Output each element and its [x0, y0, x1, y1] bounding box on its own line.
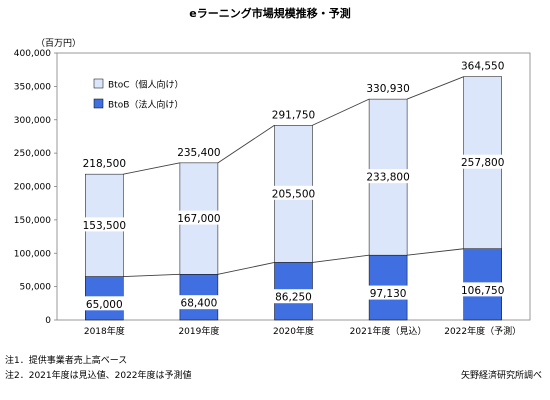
- series-line-btob: [217, 261, 275, 275]
- value-label-btob: 106,750: [461, 285, 504, 297]
- source-credit: 矢野経済研究所調べ: [461, 369, 542, 381]
- y-axis-unit-label: （百万円）: [36, 38, 81, 49]
- legend: BtoC（個人向け） BtoB（法人向け）: [93, 78, 184, 111]
- value-label-btoc: 257,800: [461, 157, 504, 169]
- y-tick-label: 250,000: [14, 149, 51, 159]
- value-labels: 65,000 153,500 218,500 68,400 167,000 235,400…: [78, 61, 509, 311]
- y-tick-label: 0: [45, 316, 51, 326]
- series-line-btob: [407, 248, 464, 256]
- x-tick-label: 2020年度: [273, 325, 314, 337]
- total-label: 218,500: [83, 158, 126, 170]
- value-label-btoc-bg: [362, 169, 415, 184]
- legend-swatch-btoc: [93, 78, 104, 89]
- series-lines: [123, 76, 464, 278]
- y-tick-label: 300,000: [14, 116, 51, 126]
- value-label-btob: 97,130: [370, 288, 407, 300]
- y-tick-label: 350,000: [14, 82, 51, 92]
- value-label-btob-bg: [270, 289, 317, 304]
- series-line-btob: [123, 273, 180, 278]
- y-tick-label: 400,000: [14, 49, 51, 59]
- y-tick-label: 150,000: [14, 216, 51, 226]
- value-label-btob: 65,000: [86, 299, 123, 311]
- series-line-total: [217, 124, 275, 164]
- value-label-btoc-bg: [456, 154, 509, 169]
- note-1: 注1．提供事業者売上高ベース: [5, 354, 127, 366]
- y-axis: 0 50,000 100,000 150,000 200,000 250,000 300,0…: [14, 49, 57, 326]
- series-line-total: [123, 162, 180, 175]
- value-label-btoc-bg: [172, 210, 225, 225]
- y-tick-label: 50,000: [20, 283, 52, 293]
- x-tick-label: 2018年度: [84, 325, 125, 337]
- value-label-btoc: 233,800: [366, 172, 409, 184]
- legend-label-btoc: BtoC（個人向け）: [108, 79, 184, 91]
- x-tick-label: 2022年度（予測）: [444, 325, 521, 337]
- value-label-btoc-bg: [267, 185, 320, 200]
- value-label-btob-bg: [456, 282, 509, 297]
- series-line-total: [406, 76, 464, 100]
- value-label-btob: 86,250: [275, 292, 312, 304]
- value-label-btoc-bg: [78, 217, 131, 232]
- chart-title: eラーニング市場規模推移・予測: [189, 6, 350, 20]
- value-label-btob-bg: [81, 296, 128, 311]
- value-label-btoc: 153,500: [83, 220, 126, 232]
- x-tick-label: 2019年度: [178, 325, 219, 337]
- legend-label-btob: BtoB（法人向け）: [108, 99, 183, 111]
- x-tick-label: 2021年度（見込）: [350, 325, 427, 337]
- series-line-total: [312, 98, 370, 126]
- value-label-btoc: 167,000: [177, 213, 220, 225]
- y-tick-label: 100,000: [14, 249, 51, 259]
- total-label: 330,930: [366, 83, 409, 95]
- total-label: 291,750: [272, 109, 315, 121]
- value-label-btoc: 205,500: [272, 188, 315, 200]
- total-label: 364,550: [461, 61, 504, 73]
- x-axis: 2018年度 2019年度 2020年度 2021年度（見込） 2022年度（予測）: [84, 325, 521, 337]
- y-tick-label: 200,000: [14, 183, 51, 193]
- total-label: 235,400: [177, 147, 220, 159]
- value-label-btob-bg: [176, 295, 222, 310]
- value-label-btob-bg: [365, 285, 411, 300]
- value-label-btob: 68,400: [181, 298, 218, 310]
- note-2: 注2．2021年度は見込値、2022年度は予測値: [5, 369, 192, 381]
- legend-swatch-btob: [93, 98, 104, 109]
- series-line-btob: [312, 254, 370, 263]
